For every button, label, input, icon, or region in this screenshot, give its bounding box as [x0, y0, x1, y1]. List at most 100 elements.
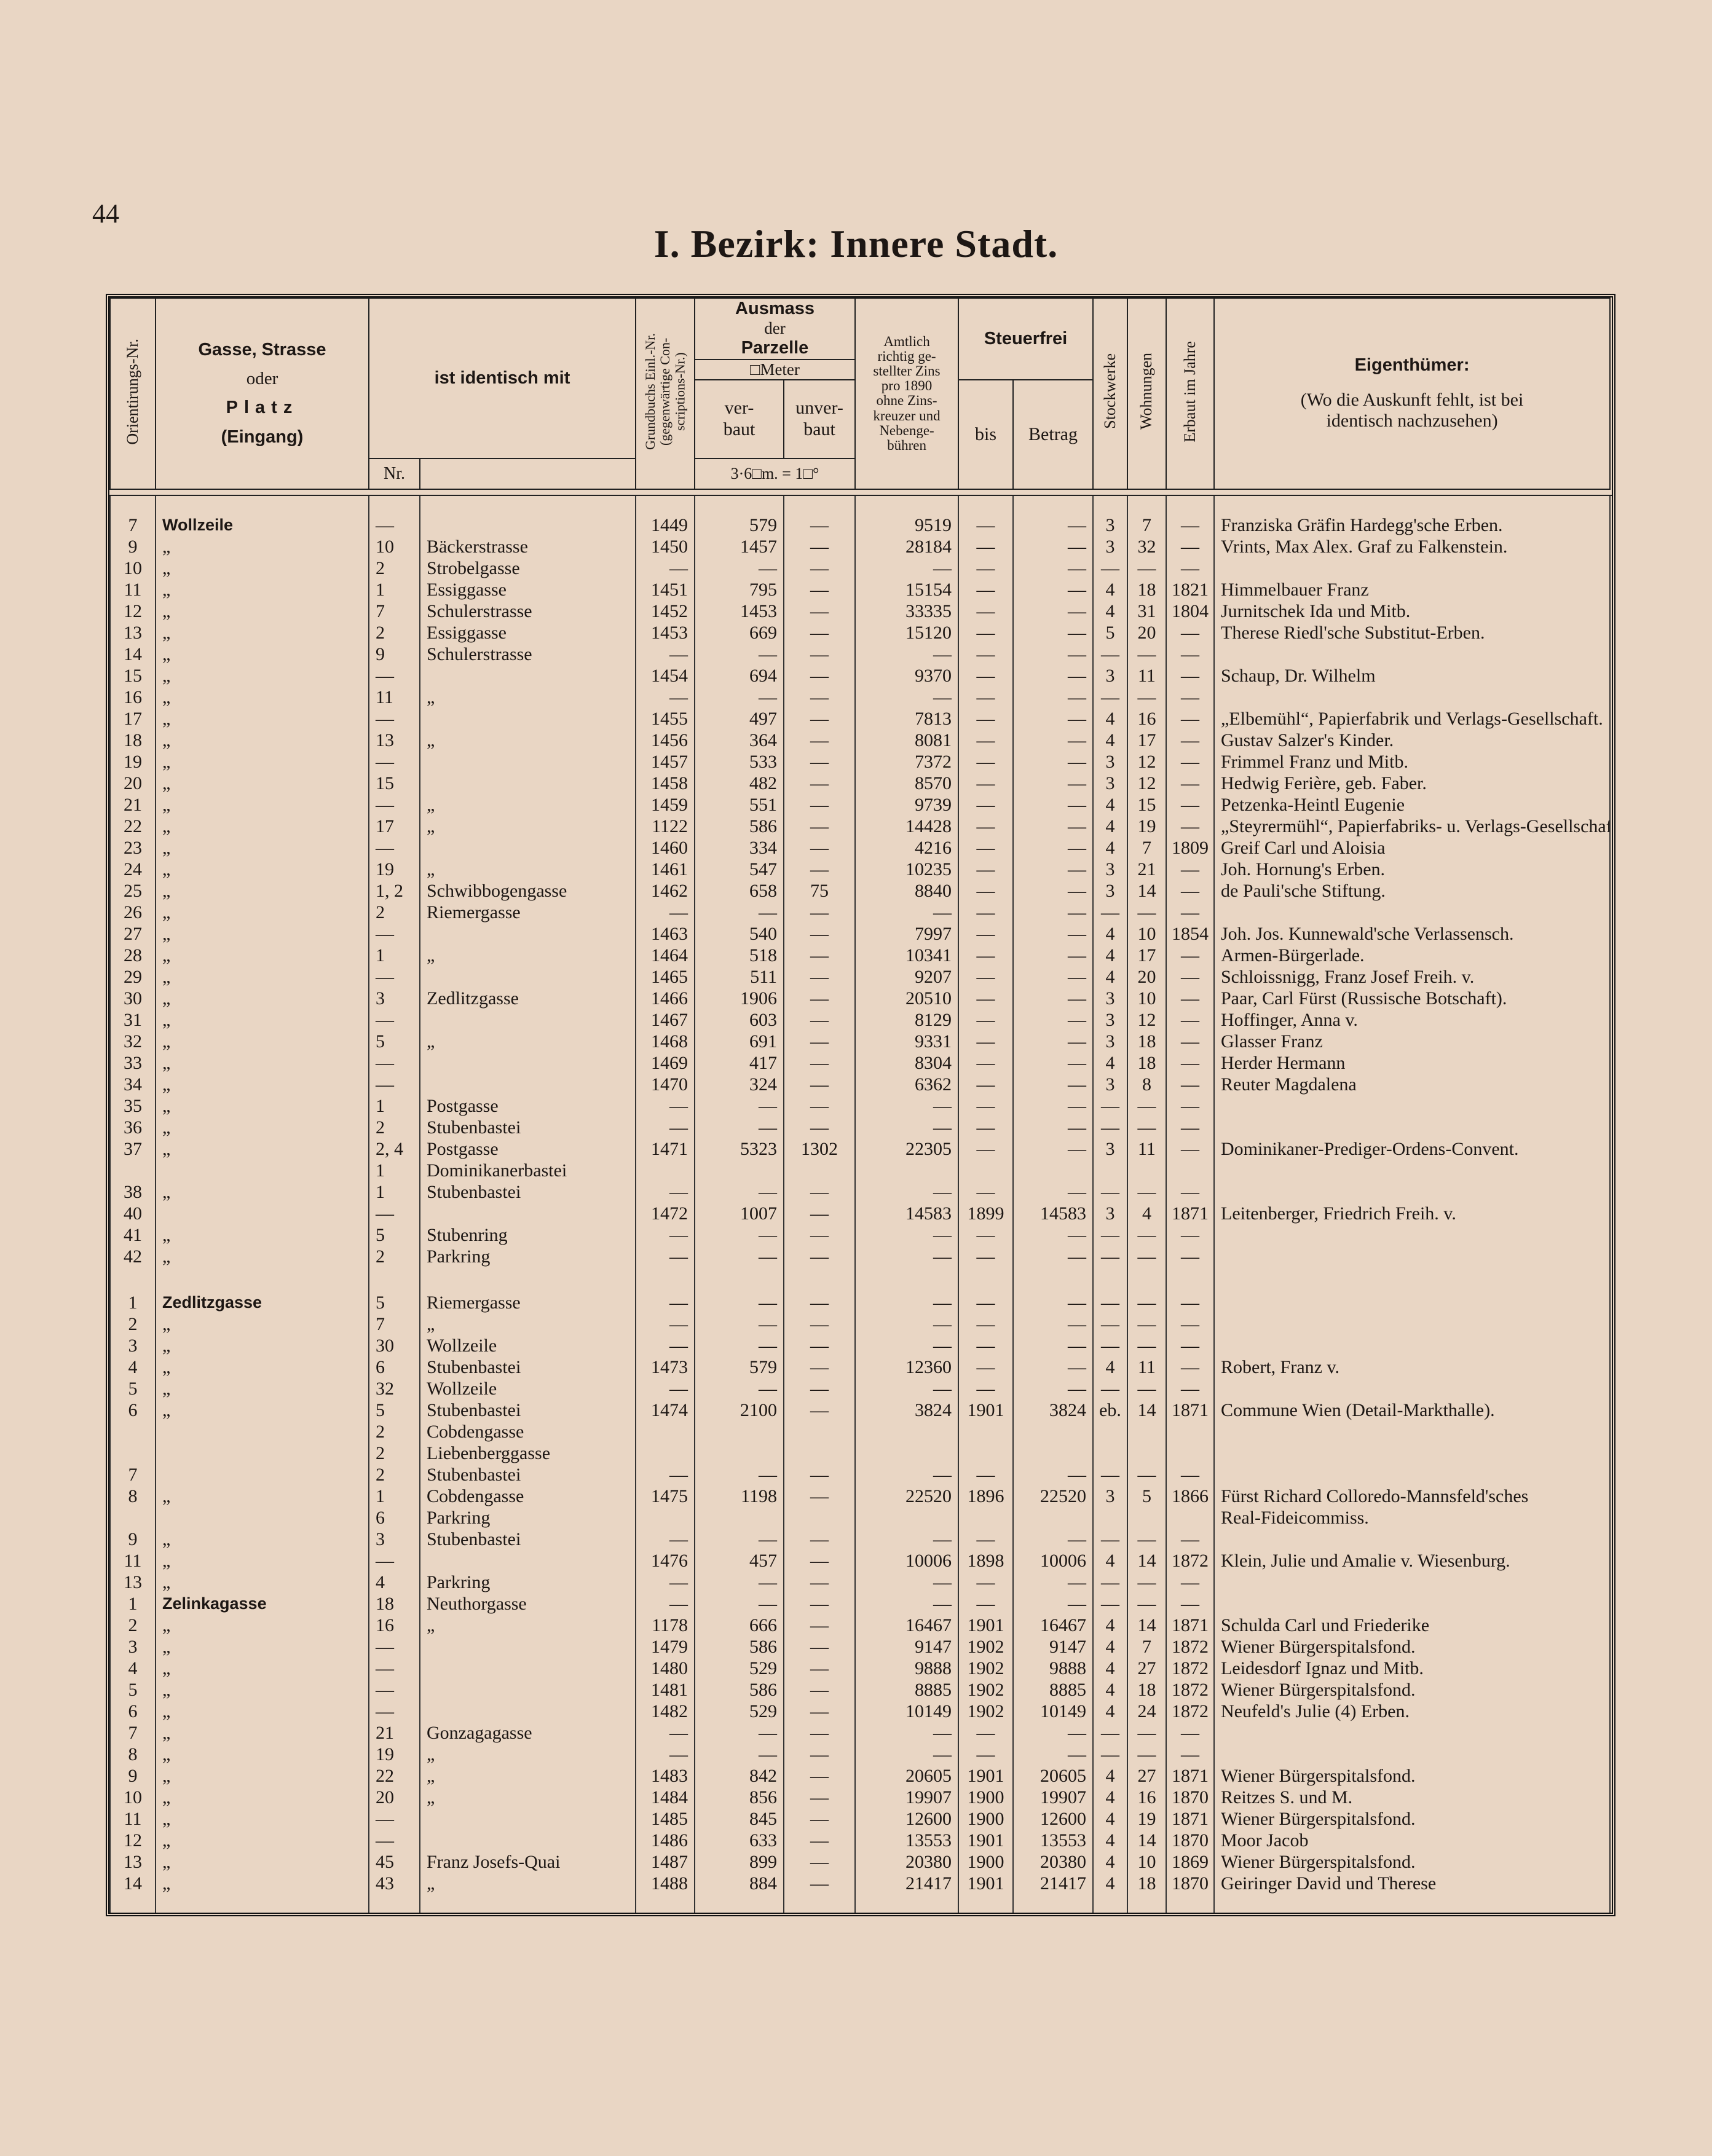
wohnungen: 18 — [1127, 1678, 1167, 1701]
ident-nr: — — [368, 664, 420, 687]
gap-cell — [958, 1267, 1014, 1292]
zins: — — [854, 1313, 959, 1335]
wohnungen: 27 — [1127, 1657, 1167, 1679]
grundbuch-nr: — — [635, 1592, 695, 1615]
verbaut: 334 — [694, 836, 784, 859]
table-row: 19 „ —1457 533—7372— —3 12— Frimmel Franz und … — [109, 750, 1611, 773]
unverbaut: — — [783, 815, 856, 837]
table-row: 1 Zelinkagasse 18 Neuthorgasse — — — — — — — — — — [109, 1592, 1611, 1615]
unverbaut: — — [783, 1721, 856, 1744]
erbaut: — — [1166, 944, 1215, 966]
orientirungs-nr: 37 — [109, 1138, 156, 1181]
eigenthuemer: Geiringer David und Therese — [1213, 1872, 1611, 1913]
stockwerke: 5 — [1092, 621, 1128, 643]
ident-gasse-line: Parkring — [427, 1507, 491, 1528]
wohnungen: 20 — [1127, 621, 1167, 643]
ident-nr: 15 — [368, 772, 420, 794]
header-cell: Nr. — [368, 457, 420, 490]
erbaut: — — [1166, 1528, 1215, 1550]
table-row: 32 „ 5 „ 1468 691—9331— —3 18— Glasser Franz — [109, 1030, 1611, 1052]
table-row: 33 „ —1469 417—8304— —4 18— Herder Hermann — [109, 1052, 1611, 1074]
unverbaut: — — [783, 1313, 856, 1335]
steuerfrei-betrag: — — [1012, 1009, 1094, 1031]
verbaut: 2100 — [694, 1399, 784, 1464]
header-cell: ver-baut — [694, 379, 785, 459]
ident-gasse — [419, 923, 636, 945]
table-row: 14 „ 9 Schulerstrasse — — — — — — — — — — [109, 643, 1611, 665]
erbaut: — — [1166, 879, 1215, 902]
steuerfrei-betrag: — — [1012, 1571, 1094, 1593]
erbaut: — — [1166, 621, 1215, 643]
steuerfrei-bis: — — [958, 495, 1014, 536]
steuerfrei-bis: — — [958, 944, 1014, 966]
orientirungs-nr: 32 — [109, 1030, 156, 1052]
gasse: „ — [155, 1678, 369, 1701]
gap-cell — [1166, 1267, 1215, 1292]
wohnungen: — — [1127, 1592, 1167, 1615]
zins: 16467 — [854, 1614, 959, 1636]
table-row: 35 „ 1 Postgasse — — — — — — — — — — [109, 1095, 1611, 1117]
stockwerke: — — [1092, 1116, 1128, 1138]
grundbuch-nr: — — [635, 1181, 695, 1203]
orientirungs-nr: 7 — [109, 1463, 156, 1485]
orientirungs-nr: 27 — [109, 923, 156, 945]
grundbuch-nr: — — [635, 686, 695, 708]
unverbaut: — — [783, 1765, 856, 1787]
grundbuch-nr: 1481 — [635, 1678, 695, 1701]
header-text: Wohnungen — [1137, 353, 1156, 430]
orientirungs-nr: 5 — [109, 1678, 156, 1701]
orientirungs-nr: 14 — [109, 1872, 156, 1913]
ident-gasse: „ — [419, 944, 636, 966]
stockwerke: 4 — [1092, 1657, 1128, 1679]
grundbuch-nr: 1450 — [635, 535, 695, 557]
erbaut: — — [1166, 1356, 1215, 1378]
steuerfrei-betrag: — — [1012, 987, 1094, 1009]
header-text: Parzelle — [741, 338, 809, 358]
ident-gasse — [419, 750, 636, 773]
eigenthuemer — [1213, 686, 1611, 708]
zins: 9888 — [854, 1657, 959, 1679]
orientirungs-nr: 12 — [109, 1829, 156, 1851]
wohnungen: 14 — [1127, 1829, 1167, 1851]
stockwerke: — — [1092, 1313, 1128, 1335]
table-row: 4 „ —1480 529—9888 1902 9888 4 27 1872 Leidesdorf… — [109, 1657, 1611, 1679]
ident-gasse — [419, 1829, 636, 1851]
grundbuch-nr: 1488 — [635, 1872, 695, 1913]
zins: 33335 — [854, 600, 959, 622]
erbaut: — — [1166, 1592, 1215, 1615]
grundbuch-nr: 1455 — [635, 707, 695, 730]
table-row: 11 „ —1485 845—12600 1900 12600 4 19 1871 Wiener … — [109, 1808, 1611, 1830]
steuerfrei-bis: — — [958, 1138, 1014, 1181]
ident-gasse — [419, 495, 636, 536]
steuerfrei-betrag: 16467 — [1012, 1614, 1094, 1636]
unverbaut: — — [783, 1549, 856, 1572]
eigenthuemer: Gustav Salzer's Kinder. — [1213, 729, 1611, 751]
orientirungs-nr: 10 — [109, 557, 156, 579]
erbaut: — — [1166, 1009, 1215, 1031]
zins: 8129 — [854, 1009, 959, 1031]
zins: — — [854, 1743, 959, 1765]
grundbuch-nr: 1485 — [635, 1808, 695, 1830]
grundbuch-nr: — — [635, 557, 695, 579]
gasse: „ — [155, 1808, 369, 1830]
steuerfrei-bis: 1901 — [958, 1872, 1014, 1913]
verbaut: 533 — [694, 750, 784, 773]
ident-gasse: Essiggasse — [419, 621, 636, 643]
eigenthuemer: Wiener Bürgerspitalsfond. — [1213, 1808, 1611, 1830]
ident-nr: 1 — [368, 944, 420, 966]
gasse: „ — [155, 578, 369, 600]
steuerfrei-bis: — — [958, 1030, 1014, 1052]
stockwerke: 4 — [1092, 815, 1128, 837]
ident-nr: 1, 2 — [368, 879, 420, 902]
stockwerke: 4 — [1092, 1829, 1128, 1851]
stockwerke: — — [1092, 1721, 1128, 1744]
steuerfrei-betrag: — — [1012, 1291, 1094, 1313]
gasse: Wollzeile — [155, 495, 369, 536]
table-row: 7 Wollzeile —1449 579—9519— —3 7— Franziska Gr… — [109, 495, 1611, 536]
ident-gasse: Riemergasse — [419, 901, 636, 923]
gasse: „ — [155, 1485, 369, 1528]
verbaut: — — [694, 1181, 784, 1203]
table-row: 13 „ 4 Parkring — — — — — — — — — — [109, 1571, 1611, 1593]
eigenthuemer: Therese Riedl'sche Substitut-Erben. — [1213, 621, 1611, 643]
verbaut: 529 — [694, 1700, 784, 1722]
